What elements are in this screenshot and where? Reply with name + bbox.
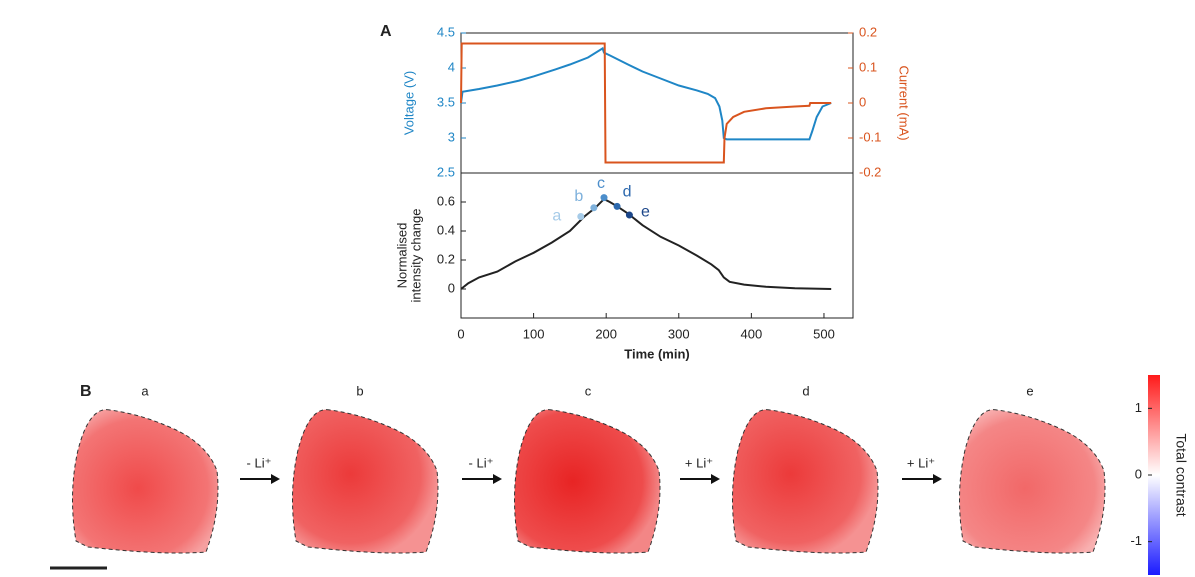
x-axis-label: Time (min) — [624, 346, 690, 361]
x-tick-label: 200 — [595, 326, 617, 341]
y-tick-label: 0.6 — [437, 193, 455, 208]
x-tick-label: 500 — [813, 326, 835, 341]
panel-label: A — [380, 23, 392, 40]
point-label: c — [597, 175, 605, 192]
arrow-label: + Li⁺ — [907, 455, 935, 470]
arrow-label: + Li⁺ — [685, 455, 713, 470]
arrow-label: - Li⁺ — [469, 455, 494, 470]
y2-tick-label: -0.1 — [859, 129, 881, 144]
marked-point — [590, 204, 598, 212]
y-tick-label: 3.5 — [437, 94, 455, 109]
y-axis-label: intensity change — [408, 209, 423, 303]
marked-point — [613, 202, 621, 210]
image-label: c — [585, 383, 592, 398]
x-tick-label: 300 — [668, 326, 690, 341]
cell-image — [732, 409, 879, 554]
arrow-label: - Li⁺ — [247, 455, 272, 470]
marked-point — [625, 211, 633, 219]
marked-point — [577, 213, 585, 220]
y2-tick-label: 0 — [859, 94, 866, 109]
cell-image — [292, 409, 439, 554]
y-tick-label: 0.2 — [437, 251, 455, 266]
image-label: e — [1026, 383, 1033, 398]
point-label: b — [574, 188, 583, 205]
arrow-head — [493, 474, 502, 484]
y2-axis-label: Current (mA) — [897, 65, 912, 140]
plot-frame — [460, 172, 854, 319]
y-tick-label: 3 — [448, 129, 455, 144]
colorbar-tick-label: 1 — [1135, 400, 1142, 415]
image-label: d — [802, 383, 809, 398]
colorbar — [1148, 375, 1160, 575]
colorbar-tick-label: 0 — [1135, 466, 1142, 481]
y-axis-label: Normalised — [394, 223, 409, 289]
y2-tick-label: 0.1 — [859, 59, 877, 74]
y-tick-label: 2.5 — [437, 164, 455, 179]
colorbar-tick-label: -1 — [1130, 533, 1142, 548]
point-label: d — [623, 184, 632, 201]
image-label: a — [141, 383, 149, 398]
point-label: a — [552, 208, 561, 225]
x-tick-label: 400 — [741, 326, 763, 341]
series-line — [460, 42, 832, 164]
x-tick-label: 100 — [523, 326, 545, 341]
y-tick-label: 0.4 — [437, 222, 455, 237]
marked-point — [600, 194, 608, 202]
cell-image — [959, 409, 1106, 554]
x-tick-label: 0 — [457, 326, 464, 341]
series-line — [460, 197, 832, 290]
y-axis-label: Voltage (V) — [401, 71, 416, 135]
image-label: b — [356, 383, 363, 398]
arrow-head — [933, 474, 942, 484]
cell-image — [72, 409, 219, 554]
y-tick-label: 0 — [448, 280, 455, 295]
arrow-head — [711, 474, 720, 484]
arrow-head — [271, 474, 280, 484]
point-label: e — [641, 203, 650, 220]
y2-tick-label: -0.2 — [859, 164, 881, 179]
series-line — [460, 46, 832, 141]
y2-tick-label: 0.2 — [859, 24, 877, 39]
panel-label: B — [80, 383, 92, 400]
y-tick-label: 4.5 — [437, 24, 455, 39]
cell-image — [514, 409, 661, 554]
colorbar-label: Total contrast — [1173, 433, 1189, 516]
y-tick-label: 4 — [448, 59, 455, 74]
plot-frame — [460, 32, 854, 174]
